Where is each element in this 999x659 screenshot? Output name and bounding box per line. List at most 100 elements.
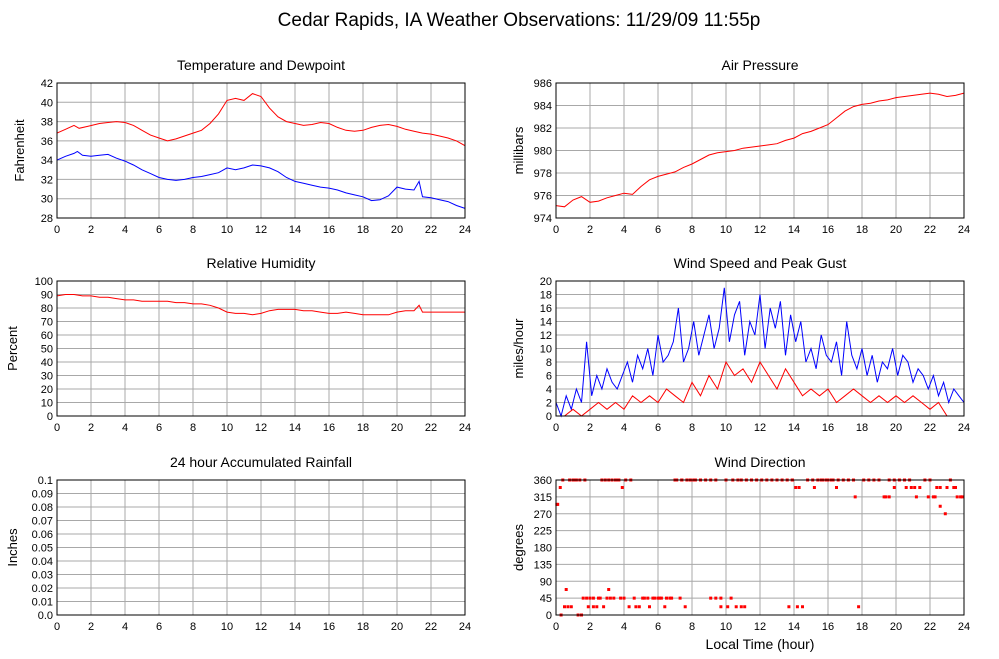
y-tick-label: 6	[546, 371, 552, 383]
y-tick-label: 360	[534, 475, 552, 487]
panel-title: Temperature and Dewpoint	[177, 57, 345, 73]
x-axis-label: Local Time (hour)	[706, 636, 815, 652]
x-tick-label: 22	[924, 422, 936, 434]
y-tick-label: 90	[540, 576, 552, 588]
data-point	[909, 486, 913, 489]
data-point	[714, 596, 718, 600]
series-line-1	[56, 150, 466, 209]
x-tick-label: 6	[156, 422, 162, 434]
plot-frame	[56, 280, 466, 417]
y-tick-label: 50	[41, 344, 53, 356]
data-point	[656, 596, 660, 600]
data-point	[659, 596, 663, 600]
plot-frame	[555, 479, 965, 616]
y-tick-label: 18	[540, 290, 552, 302]
x-tick-label: 2	[88, 422, 94, 434]
series-line-0	[56, 93, 466, 147]
x-tick-label: 10	[720, 422, 732, 434]
data-point	[658, 596, 662, 600]
data-point	[857, 605, 861, 609]
x-tick-label: 4	[122, 621, 128, 633]
y-tick-label: 976	[534, 191, 552, 203]
y-tick-label: 978	[534, 168, 552, 180]
figure-title: Cedar Rapids, IA Weather Observations: 1…	[278, 10, 761, 31]
y-tick-label: 14	[540, 317, 552, 329]
data-point	[668, 596, 672, 600]
data-point	[801, 605, 804, 609]
x-tick-label: 16	[822, 224, 834, 236]
data-point	[612, 596, 616, 600]
x-tick-label: 0	[553, 422, 559, 434]
data-point	[719, 596, 723, 600]
x-tick-label: 12	[255, 621, 267, 633]
y-tick-label: 10	[41, 398, 53, 410]
data-point	[641, 596, 645, 600]
data-point	[739, 605, 743, 609]
panel-title: Air Pressure	[721, 57, 798, 73]
y-tick-label: 0.09	[32, 489, 53, 501]
data-point	[642, 596, 646, 600]
x-tick-label: 24	[459, 422, 471, 434]
y-tick-label: 12	[540, 330, 552, 342]
y-tick-label: 0.03	[32, 570, 53, 582]
data-point	[797, 486, 801, 489]
data-point	[952, 486, 956, 489]
x-tick-label: 18	[357, 621, 369, 633]
data-point	[564, 588, 568, 591]
plot-frame	[555, 82, 965, 219]
data-point	[926, 495, 930, 499]
x-tick-label: 14	[289, 224, 301, 236]
y-tick-label: 0.1	[38, 475, 53, 487]
data-point	[632, 596, 636, 600]
data-point	[943, 512, 947, 516]
panel-title: Relative Humidity	[207, 255, 316, 271]
data-point	[734, 605, 738, 609]
y-tick-label: 180	[534, 543, 552, 555]
x-tick-label: 2	[88, 224, 94, 236]
y-tick-label: 270	[534, 509, 552, 521]
x-tick-label: 24	[958, 621, 970, 633]
x-tick-label: 24	[958, 422, 970, 434]
data-point	[595, 605, 599, 609]
x-tick-label: 24	[459, 224, 471, 236]
x-tick-label: 10	[720, 224, 732, 236]
x-tick-label: 16	[323, 621, 335, 633]
data-point	[566, 605, 570, 609]
data-point	[605, 596, 609, 600]
y-tick-label: 80	[41, 303, 53, 315]
data-point	[787, 605, 791, 609]
y-tick-label: 30	[41, 194, 53, 206]
x-tick-label: 16	[822, 621, 834, 633]
plot-frame	[56, 82, 466, 219]
y-axis-label: millibars	[511, 126, 526, 174]
x-tick-label: 8	[190, 422, 196, 434]
x-tick-label: 0	[553, 224, 559, 236]
data-point	[622, 596, 626, 600]
y-tick-label: 42	[41, 78, 53, 90]
plot-frame	[555, 280, 965, 417]
y-axis-label: Inches	[5, 528, 20, 567]
y-tick-label: 20	[540, 276, 552, 288]
y-tick-label: 982	[534, 123, 552, 135]
x-tick-label: 6	[655, 621, 661, 633]
x-tick-label: 6	[655, 422, 661, 434]
data-point	[627, 605, 631, 609]
x-tick-label: 20	[391, 621, 403, 633]
x-tick-label: 10	[221, 422, 233, 434]
data-point	[602, 605, 606, 609]
data-point	[585, 596, 589, 600]
x-tick-label: 4	[621, 621, 627, 633]
x-tick-label: 20	[391, 422, 403, 434]
y-tick-label: 20	[41, 384, 53, 396]
y-tick-label: 980	[534, 146, 552, 158]
x-tick-label: 4	[621, 224, 627, 236]
data-point	[683, 605, 687, 609]
data-point	[955, 495, 959, 499]
x-tick-label: 18	[856, 224, 868, 236]
y-tick-label: 2	[546, 398, 552, 410]
y-tick-label: 60	[41, 330, 53, 342]
y-tick-label: 0	[546, 610, 552, 622]
